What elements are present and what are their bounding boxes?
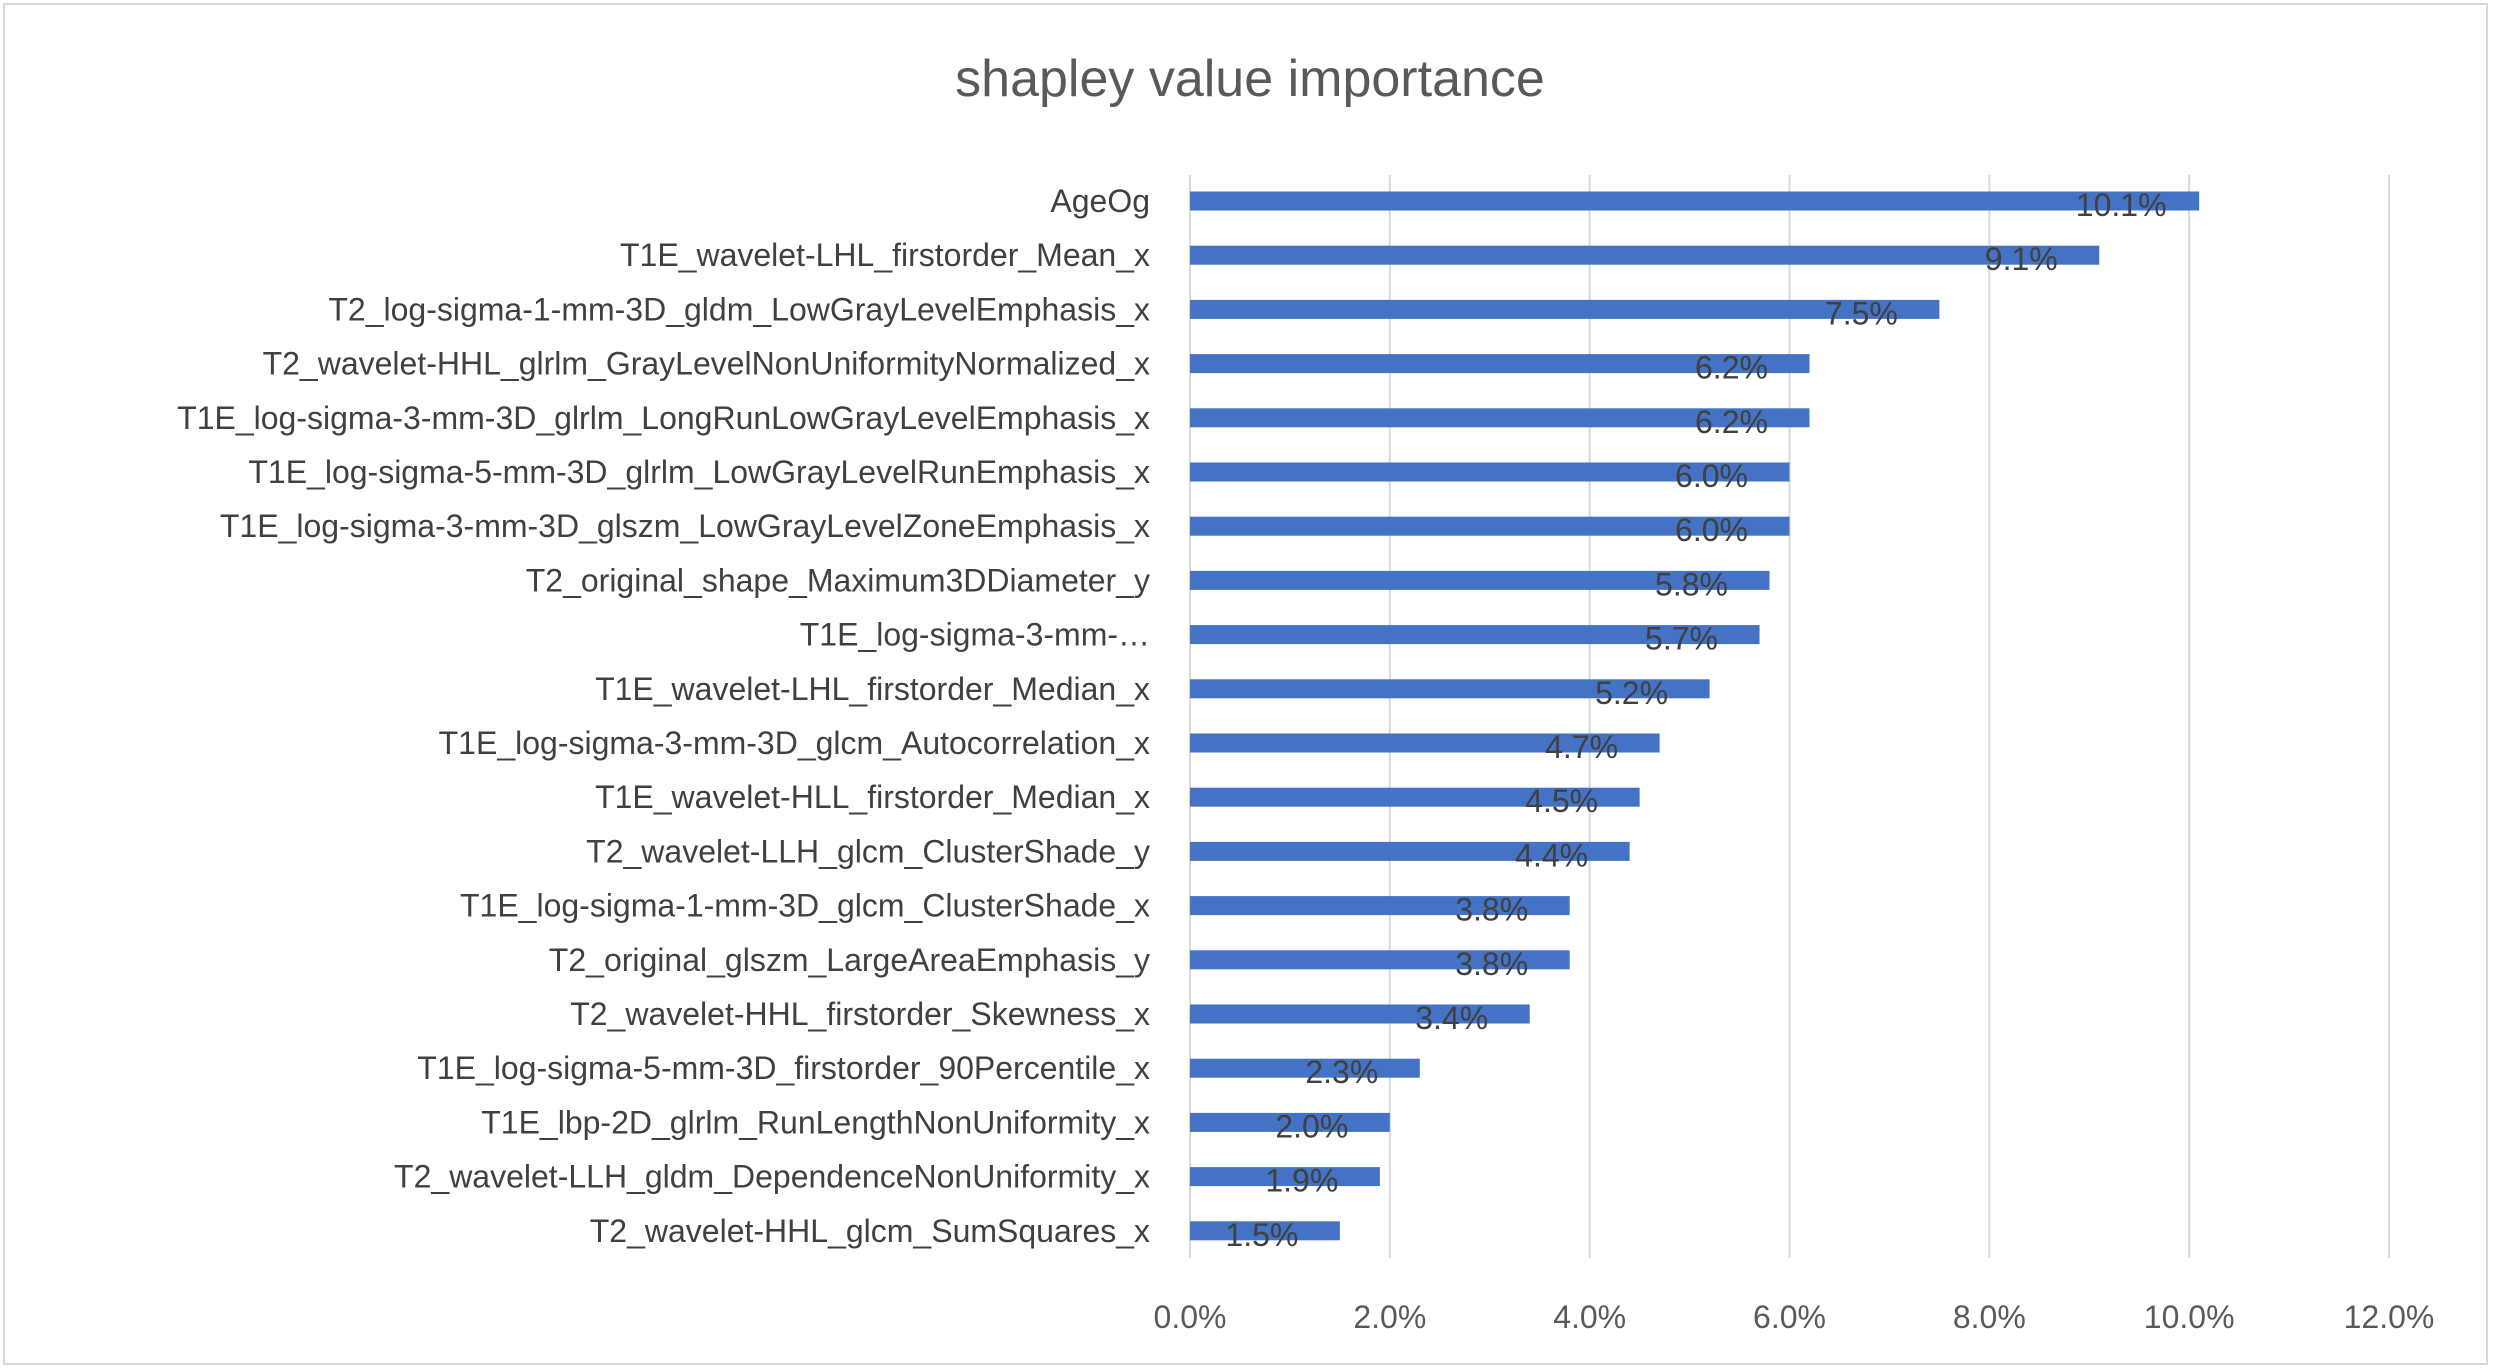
- category-label: T1E_log-sigma-3-mm-3D_glrlm_LongRunLowGr…: [177, 400, 1150, 436]
- category-label: T1E_wavelet-LHL_firstorder_Median_x: [595, 671, 1150, 707]
- category-label: AgeOg: [1050, 183, 1150, 219]
- x-tick-label: 2.0%: [1353, 1299, 1426, 1335]
- category-label: T2_log-sigma-1-mm-3D_gldm_LowGrayLevelEm…: [328, 291, 1150, 327]
- bar: [1190, 191, 2200, 211]
- category-label: T2_original_shape_Maximum3DDiameter_y: [526, 562, 1150, 598]
- x-tick-label: 0.0%: [1154, 1299, 1227, 1335]
- data-label: 6.2%: [1695, 404, 1768, 440]
- category-label: T2_wavelet-LLH_gldm_DependenceNonUniform…: [394, 1159, 1150, 1195]
- data-label: 5.2%: [1595, 675, 1668, 711]
- category-label: T1E_wavelet-HLL_firstorder_Median_x: [595, 779, 1150, 815]
- category-label: T2_wavelet-LLH_glcm_ClusterShade_y: [586, 833, 1150, 869]
- category-label: T1E_lbp-2D_glrlm_RunLengthNonUniformity_…: [481, 1104, 1150, 1140]
- data-label: 5.7%: [1645, 621, 1718, 657]
- category-label: T1E_log-sigma-5-mm-3D_firstorder_90Perce…: [417, 1050, 1150, 1086]
- bar: [1190, 625, 1760, 645]
- data-label: 5.8%: [1655, 566, 1728, 602]
- category-label: T1E_log-sigma-3-mm-3D_glcm_Autocorrelati…: [439, 725, 1150, 761]
- bar: [1190, 896, 1570, 916]
- data-label: 6.2%: [1695, 350, 1768, 386]
- chart-title: shapley value importance: [955, 50, 1545, 108]
- bar: [1190, 516, 1790, 536]
- bar: [1190, 1058, 1420, 1078]
- data-label: 4.7%: [1545, 729, 1618, 765]
- category-label: T2_original_glszm_LargeAreaEmphasis_y: [549, 942, 1150, 978]
- data-label: 3.4%: [1415, 1000, 1488, 1036]
- data-label: 1.9%: [1265, 1163, 1338, 1199]
- bar: [1190, 733, 1660, 753]
- category-labels: AgeOg T1E_wavelet-LHL_firstorder_Mean_x T2…: [177, 183, 1150, 1249]
- bar: [1190, 245, 2100, 265]
- data-label: 10.1%: [2076, 187, 2167, 223]
- bar: [1190, 1112, 1390, 1132]
- bar: [1190, 570, 1770, 590]
- data-label: 3.8%: [1455, 946, 1528, 982]
- bar: [1190, 950, 1570, 970]
- x-axis-tick-labels: 0.0% 2.0% 4.0% 6.0% 8.0% 10.0% 12.0%: [1154, 1299, 2435, 1335]
- x-tick-label: 8.0%: [1953, 1299, 2026, 1335]
- bar: [1190, 841, 1630, 861]
- data-label: 6.0%: [1675, 458, 1748, 494]
- x-tick-label: 10.0%: [2144, 1299, 2235, 1335]
- category-label: T2_wavelet-HHL_firstorder_Skewness_x: [570, 996, 1150, 1032]
- data-label: 4.4%: [1515, 837, 1588, 873]
- bar: [1190, 679, 1710, 699]
- data-label: 1.5%: [1225, 1217, 1298, 1253]
- x-tick-label: 12.0%: [2344, 1299, 2435, 1335]
- data-label: 3.8%: [1455, 892, 1528, 928]
- category-label: T1E_log-sigma-3-mm-3D_glszm_LowGrayLevel…: [220, 508, 1150, 544]
- data-label: 7.5%: [1825, 295, 1898, 331]
- bar: [1190, 787, 1640, 807]
- bar: [1190, 408, 1810, 428]
- bar: [1190, 1167, 1380, 1187]
- category-label: T2_wavelet-HHL_glcm_SumSquares_x: [590, 1213, 1150, 1249]
- category-label: T1E_log-sigma-3-mm-…: [800, 617, 1150, 653]
- x-tick-label: 6.0%: [1753, 1299, 1826, 1335]
- x-tick-label: 4.0%: [1553, 1299, 1626, 1335]
- category-label: T1E_wavelet-LHL_firstorder_Mean_x: [620, 237, 1150, 273]
- bar: [1190, 1221, 1340, 1241]
- bar: [1190, 1004, 1530, 1024]
- gridlines: [1189, 175, 2390, 1258]
- data-label: 2.0%: [1275, 1108, 1348, 1144]
- category-label: T1E_log-sigma-1-mm-3D_glcm_ClusterShade_…: [460, 888, 1150, 924]
- category-label: T1E_log-sigma-5-mm-3D_glrlm_LowGrayLevel…: [248, 454, 1150, 490]
- bar: [1190, 299, 1940, 319]
- data-label: 2.3%: [1305, 1054, 1378, 1090]
- bar: [1190, 354, 1810, 374]
- category-label: T2_wavelet-HHL_glrlm_GrayLevelNonUniform…: [263, 346, 1150, 382]
- data-label: 4.5%: [1525, 783, 1598, 819]
- bars: [1190, 191, 2200, 1241]
- data-labels: 10.1% 9.1% 7.5% 6.2% 6.2% 6.0% 6.0% 5.8% 5.7% 5.2…: [1225, 187, 2166, 1253]
- data-label: 9.1%: [1985, 241, 2058, 277]
- data-label: 6.0%: [1675, 512, 1748, 548]
- bar: [1190, 462, 1790, 482]
